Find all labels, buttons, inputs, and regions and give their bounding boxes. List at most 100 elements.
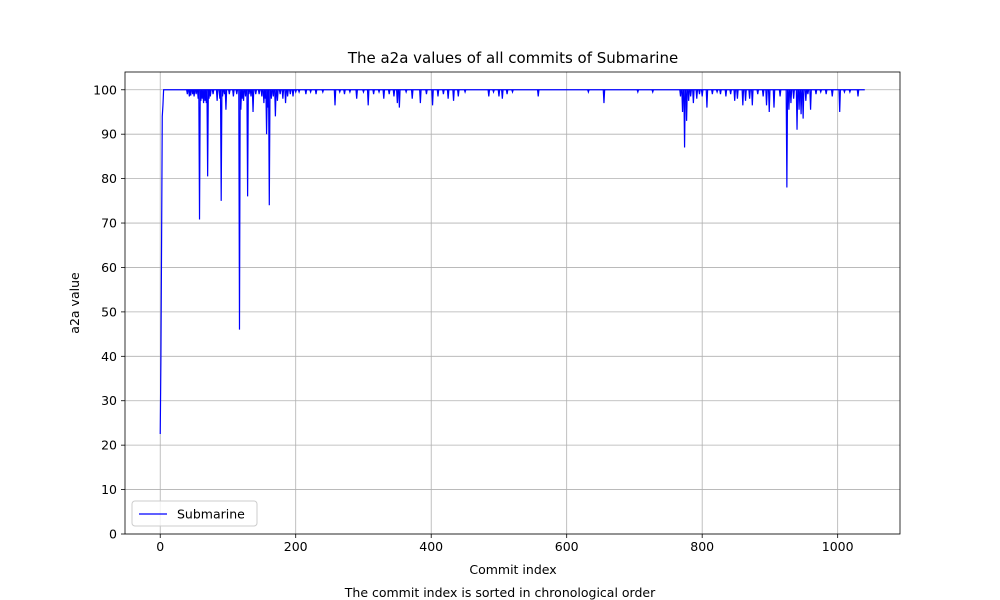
data-point-dip bbox=[286, 89, 289, 97]
data-point-dip bbox=[268, 89, 271, 206]
data-point-dip bbox=[382, 89, 386, 99]
data-point-dip bbox=[797, 89, 801, 110]
data-point-dip bbox=[804, 89, 808, 101]
data-point-dip bbox=[249, 89, 253, 97]
x-tick-label: 600 bbox=[555, 539, 579, 554]
data-point-dip bbox=[492, 89, 495, 94]
data-point-dip bbox=[348, 89, 352, 94]
data-point-dip bbox=[711, 89, 714, 95]
data-point-dip bbox=[333, 89, 337, 106]
data-point-dip bbox=[789, 89, 793, 104]
data-point-dip bbox=[463, 89, 467, 94]
x-tick-label: 200 bbox=[284, 539, 308, 554]
chart-caption: The commit index is sorted in chronologi… bbox=[344, 585, 656, 600]
data-point-dip bbox=[700, 89, 704, 97]
data-point-dip bbox=[799, 89, 803, 115]
y-tick-label: 40 bbox=[101, 349, 117, 364]
data-point-dip bbox=[309, 89, 312, 94]
data-point-dip bbox=[228, 89, 231, 95]
data-point-dip bbox=[442, 89, 445, 95]
data-point-dip bbox=[254, 89, 258, 95]
grid-lines bbox=[125, 72, 900, 535]
data-point-dip bbox=[215, 89, 219, 101]
data-point-dip bbox=[276, 89, 279, 101]
data-point-dip bbox=[765, 89, 768, 106]
data-point-dip bbox=[724, 89, 728, 97]
data-point-dip bbox=[801, 89, 805, 119]
y-tick-label: 50 bbox=[101, 304, 117, 319]
data-point-dip bbox=[602, 89, 606, 104]
data-point-dip bbox=[741, 89, 745, 106]
data-point-dip bbox=[281, 89, 285, 99]
y-tick-label: 80 bbox=[101, 171, 117, 186]
data-point-dip bbox=[387, 89, 391, 95]
chart-title: The a2a values of all commits of Submari… bbox=[347, 49, 678, 67]
data-point-dip bbox=[274, 89, 277, 117]
data-point-dip bbox=[843, 89, 846, 94]
data-point-dip bbox=[719, 89, 722, 95]
data-point-dip bbox=[410, 89, 414, 99]
data-point-dip bbox=[501, 89, 504, 99]
data-point-dip bbox=[824, 89, 828, 95]
data-point-dip bbox=[355, 89, 358, 99]
y-tick-label: 20 bbox=[101, 438, 117, 453]
x-tick-label: 0 bbox=[156, 539, 164, 554]
data-point-dip bbox=[452, 89, 455, 101]
data-point-dip bbox=[377, 89, 381, 94]
y-tick-label: 10 bbox=[101, 482, 117, 497]
data-point-dip bbox=[792, 89, 795, 99]
data-point-dip bbox=[284, 89, 287, 104]
data-point-dip bbox=[729, 89, 732, 95]
x-tick-label: 1000 bbox=[822, 539, 854, 554]
data-point-dip bbox=[830, 89, 834, 97]
data-point-dip bbox=[186, 89, 189, 95]
legend: Submarine bbox=[131, 500, 258, 527]
plot-frame bbox=[124, 71, 901, 535]
data-point-dip bbox=[457, 89, 460, 97]
data-point-dip bbox=[436, 89, 440, 97]
data-point-dip bbox=[404, 89, 408, 94]
x-tick-label: 400 bbox=[419, 539, 443, 554]
data-point-dip bbox=[683, 89, 686, 148]
data-point-dip bbox=[692, 89, 695, 104]
data-point-dip bbox=[431, 89, 434, 106]
data-point-dip bbox=[736, 89, 739, 99]
data-point-dip bbox=[221, 89, 224, 97]
data-point-dip bbox=[232, 89, 235, 97]
data-point-dip bbox=[505, 89, 509, 95]
data-point-dip bbox=[289, 89, 292, 95]
data-point-dip bbox=[587, 89, 590, 94]
data-point-dip bbox=[297, 89, 301, 94]
data-point-dip bbox=[487, 89, 491, 97]
data-point-dip bbox=[785, 89, 789, 188]
data-point-dip bbox=[446, 89, 450, 99]
data-point-dip bbox=[260, 89, 264, 97]
data-point-dip bbox=[838, 89, 842, 112]
data-point-dip bbox=[211, 89, 215, 95]
data-point-dip bbox=[689, 89, 692, 97]
data-point-dip bbox=[819, 89, 823, 94]
data-point-dip bbox=[679, 89, 682, 97]
data-point-dip bbox=[206, 89, 209, 177]
data-point-dip bbox=[705, 89, 709, 108]
data-point-dip bbox=[189, 89, 193, 96]
data-point-dip bbox=[235, 89, 239, 95]
y-tick-label: 0 bbox=[109, 527, 117, 542]
series-submarine bbox=[159, 89, 865, 435]
data-point-dip bbox=[244, 89, 247, 97]
data-point-dip bbox=[636, 89, 640, 94]
data-point-dip bbox=[251, 89, 255, 112]
data-point-dip bbox=[695, 89, 699, 99]
y-axis-label: a2a value bbox=[67, 272, 82, 334]
data-point-dip bbox=[497, 89, 501, 97]
data-point-dip bbox=[242, 89, 245, 101]
data-point-dip bbox=[419, 89, 422, 104]
data-point-dip bbox=[294, 89, 297, 94]
axis-ticks: 0 200 400 600 800 1000 0 10 20 30 40 50 60 70 80 90 100 bbox=[93, 82, 853, 554]
data-point-dip bbox=[848, 89, 852, 94]
data-point-dip bbox=[744, 89, 747, 101]
data-point-dip bbox=[806, 89, 810, 95]
data-point-dip bbox=[787, 89, 791, 110]
data-point-dip bbox=[257, 89, 261, 95]
